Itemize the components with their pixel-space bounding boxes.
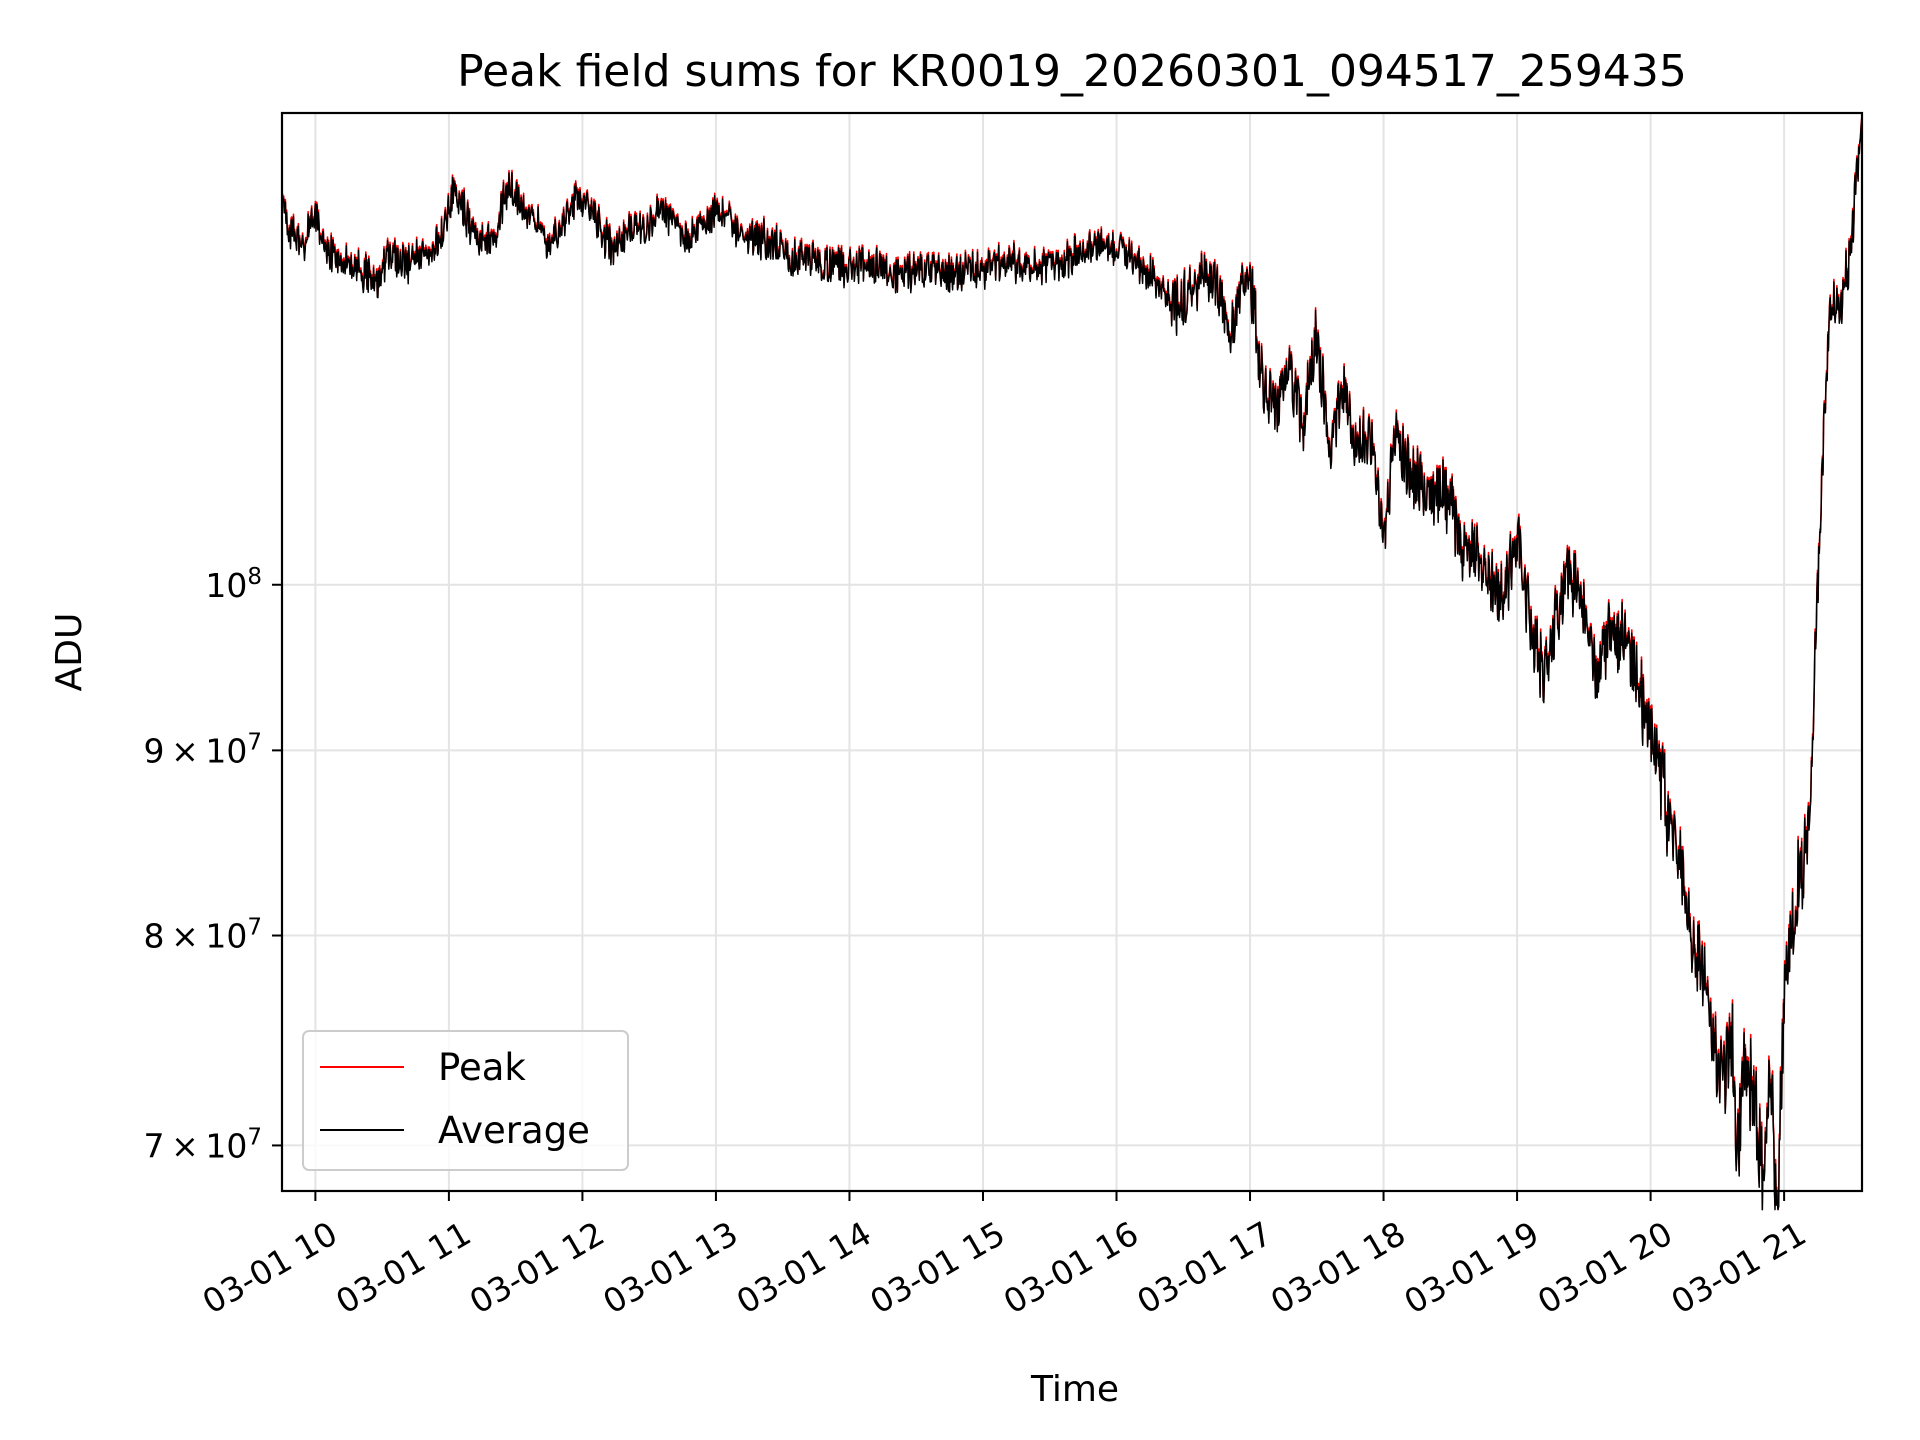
grid: [282, 113, 1862, 1191]
legend: Peak Average: [302, 1030, 629, 1171]
y-tick-label: 108: [205, 564, 262, 605]
chart-title: Peak field sums for KR0019_20260301_0945…: [457, 46, 1687, 97]
y-tick-label: 7 × 107: [144, 1124, 262, 1165]
legend-box: [302, 1030, 629, 1171]
y-tick-label: 8 × 107: [144, 915, 262, 956]
legend-peak-label: Peak: [438, 1046, 526, 1089]
average-series-line: [281, 121, 1863, 1211]
y-axis: 7 × 107 8 × 107 9 × 107 108: [144, 564, 282, 1165]
legend-average-label: Average: [438, 1109, 590, 1152]
plot-frame: [280, 111, 1864, 1193]
series-lines: [281, 118, 1863, 1211]
y-axis-title: ADU: [49, 613, 90, 692]
y-tick-label: 9 × 107: [144, 729, 262, 770]
x-axis-title: Time: [1030, 1369, 1119, 1410]
